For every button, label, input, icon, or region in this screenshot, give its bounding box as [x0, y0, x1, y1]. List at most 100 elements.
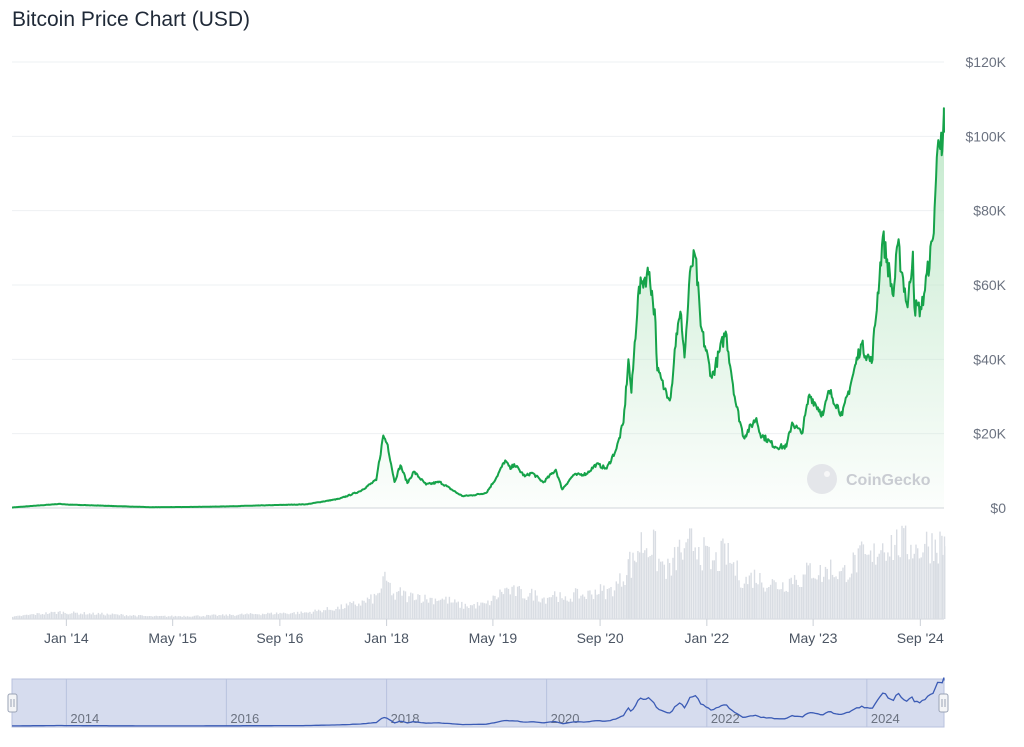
volume-bar — [115, 614, 117, 619]
volume-bar — [399, 587, 401, 619]
volume-bar — [620, 586, 623, 619]
volume-bar — [253, 614, 255, 619]
volume-bar — [162, 615, 164, 619]
volume-bar — [617, 583, 619, 619]
volume-bar — [431, 597, 433, 619]
navigator[interactable]: 2014 2016 2018 2020 2022 2024 — [7, 677, 949, 728]
volume-bar — [200, 616, 203, 619]
volume-bar — [160, 615, 163, 619]
volume-bar — [80, 613, 82, 619]
volume-bar — [828, 579, 830, 619]
volume-bar — [145, 616, 147, 619]
volume-bar — [270, 612, 272, 619]
volume-bar — [152, 616, 154, 619]
volume-bar — [849, 577, 851, 619]
volume-bar — [88, 613, 91, 619]
volume-bar — [97, 612, 100, 619]
volume-bar — [594, 589, 596, 619]
volume-bar — [696, 559, 698, 619]
volume-bar — [753, 569, 756, 619]
volume-bar — [529, 593, 531, 619]
volume-bar — [931, 533, 933, 619]
volume-bar — [361, 600, 363, 619]
volume-bar — [899, 557, 901, 619]
volume-bar — [230, 615, 233, 619]
volume-bar — [443, 599, 445, 619]
volume-bar — [793, 575, 796, 619]
volume-bar — [485, 603, 487, 619]
volume-bar — [342, 608, 344, 619]
volume-bar — [887, 552, 889, 619]
volume-bar — [487, 600, 489, 619]
navigator-right-handle[interactable] — [938, 693, 949, 713]
navigator-tick-label: 2024 — [871, 711, 900, 726]
volume-bar — [678, 539, 681, 619]
volume-bar — [804, 574, 806, 619]
volume-bar — [741, 588, 744, 619]
navigator-left-handle[interactable] — [7, 693, 18, 713]
volume-bar — [904, 525, 907, 619]
volume-bar — [644, 550, 646, 619]
volume-bar — [826, 568, 828, 619]
volume-bar — [944, 546, 946, 619]
volume-bar — [153, 616, 156, 619]
volume-bar — [218, 615, 220, 619]
volume-bar — [860, 541, 863, 619]
volume-bar — [857, 548, 859, 619]
volume-bar — [66, 613, 68, 619]
volume-bar — [665, 578, 667, 619]
volume-bar — [27, 615, 30, 619]
volume-bar — [429, 597, 431, 619]
volume-bar — [522, 598, 524, 619]
volume-bar — [183, 615, 185, 619]
volume-bar — [673, 547, 676, 619]
volume-bar — [817, 575, 820, 619]
volume-bar — [324, 610, 327, 619]
volume-bar — [844, 565, 846, 619]
volume-bar — [862, 544, 865, 619]
y-axis: $0 $20K $40K $60K $80K $100K $120K — [966, 54, 1007, 516]
volume-bar — [819, 565, 821, 619]
volume-bar — [310, 613, 313, 619]
volume-bar — [571, 601, 573, 619]
volume-bar — [640, 532, 642, 619]
volume-bar — [244, 614, 246, 619]
volume-bar — [101, 612, 103, 619]
volume-bar — [545, 603, 547, 619]
volume-bar — [138, 615, 140, 619]
volume-bar — [680, 552, 682, 619]
volume-bar — [375, 595, 377, 619]
volume-bar — [420, 602, 423, 619]
volume-bar — [596, 594, 598, 619]
volume-bar — [106, 613, 108, 619]
volume-bar — [385, 580, 388, 619]
volume-bar — [87, 614, 89, 619]
volume-bar — [288, 614, 290, 619]
volume-bar — [406, 602, 408, 619]
volume-bar — [706, 546, 709, 619]
volume-bar — [249, 613, 252, 619]
volume-bar — [838, 571, 841, 619]
volume-bar — [920, 557, 922, 619]
volume-bar — [83, 612, 85, 619]
volume-bar — [823, 576, 825, 619]
volume-bar — [427, 602, 430, 619]
volume-bar — [525, 600, 528, 619]
volume-bar — [492, 595, 494, 619]
volume-bar — [104, 615, 107, 619]
volume-bar — [307, 612, 309, 619]
volume-bar — [868, 554, 870, 619]
volume-bar — [939, 531, 941, 619]
volume-bar — [850, 573, 853, 619]
navigator-tick-label: 2014 — [70, 711, 99, 726]
volume-bar — [797, 585, 799, 619]
volume-bar — [392, 593, 395, 619]
volume-bar — [291, 612, 294, 619]
navigator-window[interactable] — [11, 678, 945, 728]
volume-bar — [524, 598, 526, 619]
volume-bar — [725, 564, 728, 619]
volume-bar — [534, 590, 536, 619]
volume-bar — [55, 614, 58, 619]
volume-bar — [915, 544, 917, 619]
